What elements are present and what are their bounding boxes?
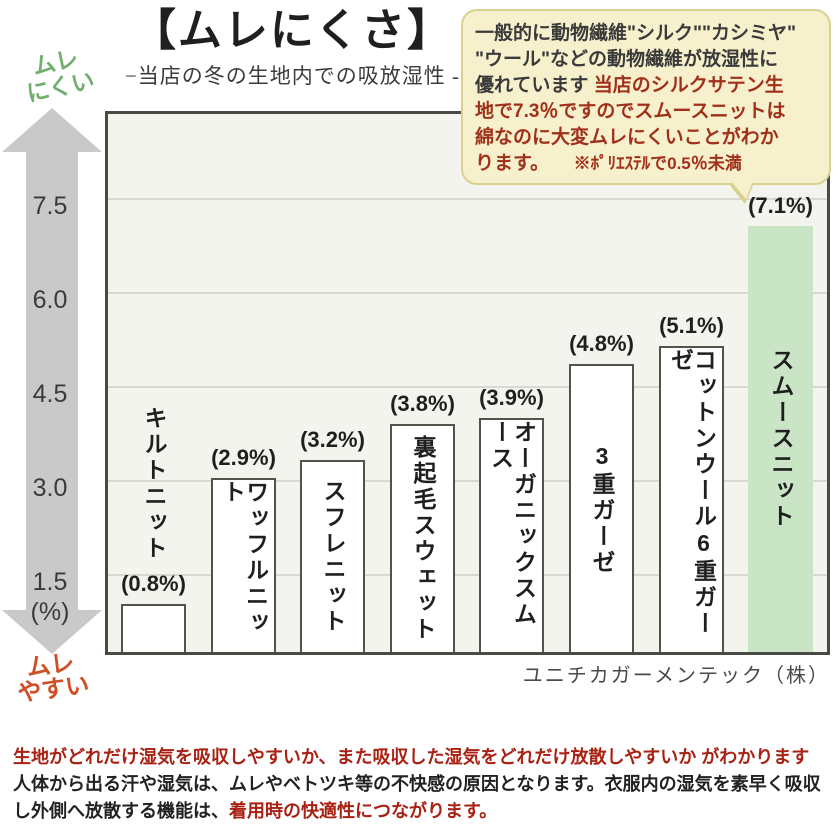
axis-top-label: ムレ にくい [24, 44, 97, 107]
gridline-1.5 [108, 574, 827, 576]
text-segment: 優れています [475, 75, 594, 96]
text-segment: 当店のシルクサテン生 [593, 75, 784, 96]
bar-name-label: スフレニット [320, 479, 346, 635]
bar-8: スムースニット [748, 226, 813, 652]
bar-value-label: (2.9%) [211, 445, 276, 470]
footer-line-2: 人体から出る汗や湿気は、ムレやベトツキ等の不快感の原因となります。衣服内の湿気を… [13, 771, 833, 798]
bar-5: オーガニックスムース [479, 418, 544, 652]
y-tick-4.5: 4.5 [32, 380, 68, 408]
text-segment: "ウール"などの動物繊維が放湿性に [475, 49, 779, 70]
bar-value-label: (7.1%) [748, 193, 813, 218]
plot-area: キルトニット (0.8%) ワッフルニット (2.9%) スフレニット (3.2%) 裏起毛… [105, 111, 830, 655]
gridline-3 [108, 480, 827, 482]
bar-value-label: (3.8%) [390, 391, 455, 416]
bar-6: 3重ガーゼ [569, 364, 634, 652]
bar-name-label: 裏起毛スウェット [410, 435, 436, 643]
text-segment: 生地がどれだけ湿気を吸収しやすいか、また吸収した湿気をどれだけ放散しやすいか が… [13, 747, 810, 767]
axis-bottom-label: ムレ やすい [16, 649, 91, 708]
arrow-up-icon [2, 108, 102, 152]
bar-name-label: スムースニット [768, 348, 794, 530]
text-segment: 綿なのに大変ムレにくいことがわか [475, 127, 779, 148]
bar-3: スフレニット [300, 460, 365, 652]
callout-lines-line-5: 綿なのに大変ムレにくいことがわか [475, 125, 819, 151]
bar-value-label: (5.1%) [659, 313, 724, 338]
bar-name-label: キルトニット [141, 406, 167, 562]
callout-lines-line-3: 優れています 当店のシルクサテン生 [475, 73, 819, 99]
bar-4: 裏起毛スウェット [390, 424, 455, 652]
gridline-4.5 [108, 386, 827, 388]
bar-value-label: (0.8%) [121, 571, 186, 596]
bar-7: コットンウール6重ガーゼ [659, 346, 724, 652]
bar-2: ワッフルニット [211, 478, 276, 652]
bar-value-label: (4.8%) [569, 331, 634, 356]
callout-lines-line-4: 地で7.3％ですのでスムースニットは [475, 99, 819, 125]
bar-name-label: ワッフルニット [219, 480, 269, 636]
axis-arrow-shaft [26, 150, 78, 612]
callout-lines-line-6: ります。 ※ﾎﾟﾘｴｽﾃﾙで0.5％未満 [475, 151, 819, 177]
footer-line-1: 生地がどれだけ湿気を吸収しやすいか、また吸収した湿気をどれだけ放散しやすいか が… [13, 744, 833, 771]
text-segment: し外側へ放散する機能は、 [13, 801, 229, 821]
footer-description: 生地がどれだけ湿気を吸収しやすいか、また吸収した湿気をどれだけ放散しやすいか が… [13, 744, 833, 825]
callout-tail-icon [731, 181, 753, 199]
bar-1 [121, 604, 186, 652]
y-axis-unit-label: (%) [30, 598, 70, 626]
chart-header: 【ムレにくさ】 −当店の冬の生地内での吸放湿性 - [100, 6, 485, 90]
y-tick-7.5: 7.5 [32, 192, 68, 220]
bar-value-label: (3.9%) [479, 385, 544, 410]
footer-line-3: し外側へ放散する機能は、着用時の快適性につながります。 [13, 798, 833, 825]
bar-name-label: オーガニックスムース [487, 420, 537, 628]
text-segment: 人体から出る汗や湿気は、ムレやベトツキ等の不快感の原因となります。衣服内の湿気を… [13, 774, 821, 794]
text-segment: 地で7.3％ですのでスムースニットは [475, 101, 786, 122]
chart-subtitle: −当店の冬の生地内での吸放湿性 - [124, 63, 461, 88]
y-tick-6: 6.0 [32, 286, 68, 314]
text-segment: 一般的に動物繊維"シルク""カシミヤ" [475, 23, 797, 44]
bar-name-label: コットンウール6重ガーゼ [667, 348, 717, 637]
text-segment: ります。 [475, 153, 540, 174]
callout-bubble: 一般的に動物繊維"シルク""カシミヤ" "ウール"などの動物繊維が放湿性に 優れてい… [461, 9, 831, 204]
y-tick-3: 3.0 [32, 474, 68, 502]
text-segment: 着用時の快適性につながります。 [229, 801, 498, 821]
gridline-6 [108, 292, 827, 294]
bar-name-outside: キルトニット [121, 406, 186, 562]
callout-lines-line-1: 一般的に動物繊維"シルク""カシミヤ" [475, 21, 819, 47]
gridline-7.5 [108, 198, 827, 200]
bar-value-label: (3.2%) [300, 427, 365, 452]
bar-name-label: 3重ガーゼ [589, 442, 615, 576]
callout-text: 一般的に動物繊維"シルク""カシミヤ" "ウール"などの動物繊維が放湿性に 優れてい… [475, 21, 819, 177]
arrow-down-icon [2, 610, 102, 654]
source-attribution: ユニチカガーメンテック（株） [522, 665, 830, 687]
text-segment: ※ﾎﾟﾘｴｽﾃﾙで0.5％未満 [539, 154, 742, 173]
callout-lines-line-2: "ウール"などの動物繊維が放湿性に [475, 47, 819, 73]
y-tick-1.5: 1.5 [32, 568, 68, 596]
chart-title: 【ムレにくさ】 [131, 6, 454, 55]
